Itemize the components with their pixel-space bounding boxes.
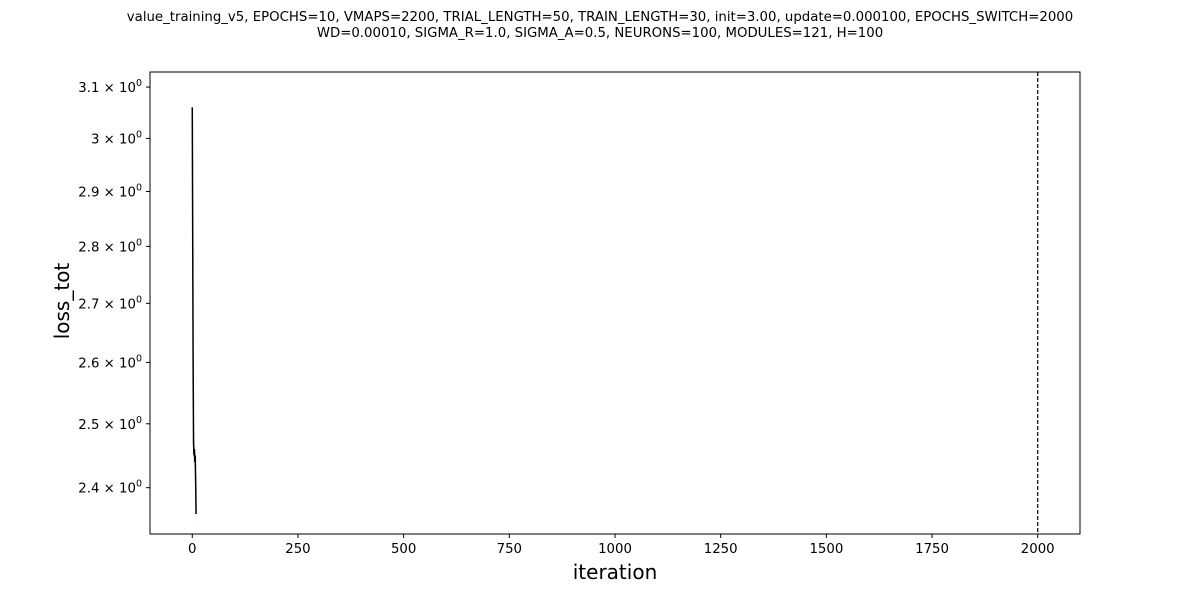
x-ticks: 0 250 500 750 1000 1250 1500 1750 2000 bbox=[188, 534, 1055, 557]
y-tick-label: 2.8 × 100 bbox=[78, 237, 142, 255]
chart-title-line-2: WD=0.00010, SIGMA_R=1.0, SIGMA_A=0.5, NE… bbox=[316, 26, 884, 41]
x-tick-label: 2000 bbox=[1021, 542, 1055, 557]
x-tick-label: 0 bbox=[188, 542, 196, 557]
series-line-layer bbox=[191, 107, 197, 514]
x-tick-label: 750 bbox=[497, 542, 522, 557]
y-tick-label: 3.1 × 100 bbox=[78, 78, 142, 96]
x-tick-label: 1750 bbox=[915, 542, 949, 557]
x-axis-label: iteration bbox=[573, 560, 658, 584]
x-tick-label: 1250 bbox=[704, 542, 738, 557]
y-tick-label: 2.7 × 100 bbox=[78, 294, 142, 312]
y-ticks: 2.4 × 100 2.5 × 100 2.6 × 100 2.7 × 100 2.8 … bbox=[78, 78, 150, 497]
y-tick-label: 2.9 × 100 bbox=[78, 182, 142, 200]
plot-frame bbox=[149, 71, 1081, 535]
x-tick-label: 250 bbox=[285, 542, 310, 557]
y-tick-label: 2.6 × 100 bbox=[78, 353, 142, 371]
y-tick-label: 2.4 × 100 bbox=[78, 479, 142, 497]
series-line bbox=[191, 107, 197, 514]
y-tick-label: 2.5 × 100 bbox=[78, 415, 142, 433]
chart-title-line-1: value_training_v5, EPOCHS=10, VMAPS=2200… bbox=[126, 10, 1074, 25]
y-tick-label: 3 × 100 bbox=[91, 129, 142, 147]
x-tick-label: 500 bbox=[391, 542, 416, 557]
y-axis-label: loss_tot bbox=[50, 263, 74, 340]
x-tick-label: 1000 bbox=[598, 542, 632, 557]
x-tick-label: 1500 bbox=[809, 542, 843, 557]
